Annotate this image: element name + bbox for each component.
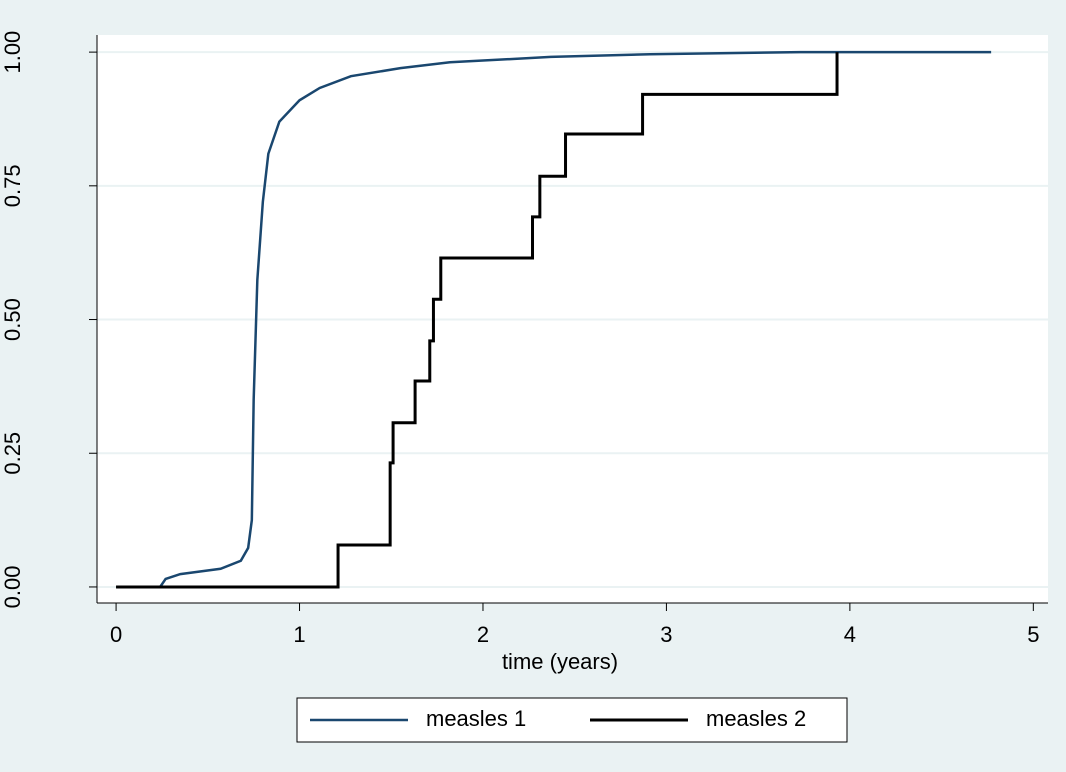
y-tick-label: 1.00 — [0, 31, 25, 74]
x-tick-label: 3 — [660, 622, 672, 647]
x-tick-label: 1 — [293, 622, 305, 647]
series-line — [116, 52, 839, 589]
series-line — [116, 50, 992, 589]
x-tick-label: 5 — [1027, 622, 1039, 647]
y-tick-label: 0.50 — [0, 298, 25, 341]
x-tick-label: 0 — [110, 622, 122, 647]
y-tick-label: 0.25 — [0, 432, 25, 475]
legend-label: measles 1 — [426, 706, 526, 731]
x-tick-label: 4 — [844, 622, 856, 647]
y-tick-label: 0.00 — [0, 566, 25, 609]
x-tick-label: 2 — [477, 622, 489, 647]
y-tick-label: 0.75 — [0, 164, 25, 207]
x-axis-label: time (years) — [502, 649, 618, 674]
legend-label: measles 2 — [706, 706, 806, 731]
